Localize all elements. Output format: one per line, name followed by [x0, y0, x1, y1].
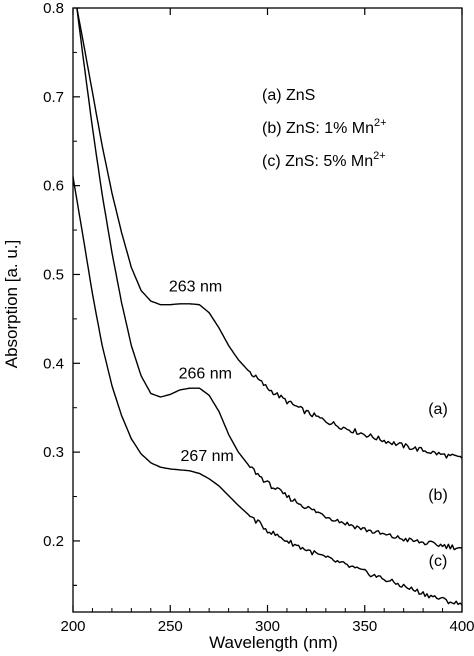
legend-item-label: (a) ZnS — [262, 87, 315, 104]
series-end-labels: (a) (b) (c) — [428, 401, 448, 570]
series-line-c — [72, 176, 463, 606]
peak-annotation: 266 nm — [179, 365, 232, 382]
legend-item-superscript: 2+ — [373, 150, 386, 162]
legend-item-label: (b) ZnS: 1% Mn — [262, 120, 374, 137]
y-tick-label: 0.7 — [43, 89, 64, 106]
peak-annotation: 263 nm — [169, 278, 222, 295]
legend-item-superscript: 2+ — [374, 117, 387, 129]
peak-annotation: 267 nm — [181, 448, 234, 465]
peak-annotations: 263 nm 266 nm 267 nm — [169, 278, 234, 465]
axes: 200 250 300 350 400 0.2 0.3 0.4 0.5 0.6 0.7 0.8 — [43, 0, 474, 635]
legend-item: (a) ZnS — [262, 87, 315, 104]
plot-area — [72, 7, 463, 606]
x-tick-label: 250 — [158, 618, 183, 635]
x-tick-label: 300 — [255, 618, 280, 635]
series-end-label: (c) — [429, 553, 448, 570]
legend-item: (c) ZnS: 5% Mn2+ — [262, 150, 386, 170]
y-tick-label: 0.6 — [43, 178, 64, 195]
x-tick-label: 400 — [449, 618, 474, 635]
series-line-b — [76, 7, 463, 551]
x-tick-label: 200 — [60, 618, 85, 635]
legend: (a) ZnS(b) ZnS: 1% Mn2+(c) ZnS: 5% Mn2+ — [262, 87, 387, 170]
x-axis-label: Wavelength (nm) — [209, 633, 338, 652]
series-line-a — [76, 7, 463, 459]
series-end-label: (a) — [428, 401, 448, 418]
x-tick-label: 350 — [352, 618, 377, 635]
series-end-label: (b) — [428, 487, 448, 504]
y-tick-label: 0.2 — [43, 533, 64, 550]
y-tick-label: 0.8 — [43, 0, 64, 17]
y-tick-label: 0.4 — [43, 355, 64, 372]
legend-item-label: (c) ZnS: 5% Mn — [262, 153, 373, 170]
y-tick-label: 0.3 — [43, 444, 64, 461]
y-tick-label: 0.5 — [43, 266, 64, 283]
y-axis-label: Absorption [a. u.] — [2, 240, 21, 369]
legend-item: (b) ZnS: 1% Mn2+ — [262, 117, 387, 137]
